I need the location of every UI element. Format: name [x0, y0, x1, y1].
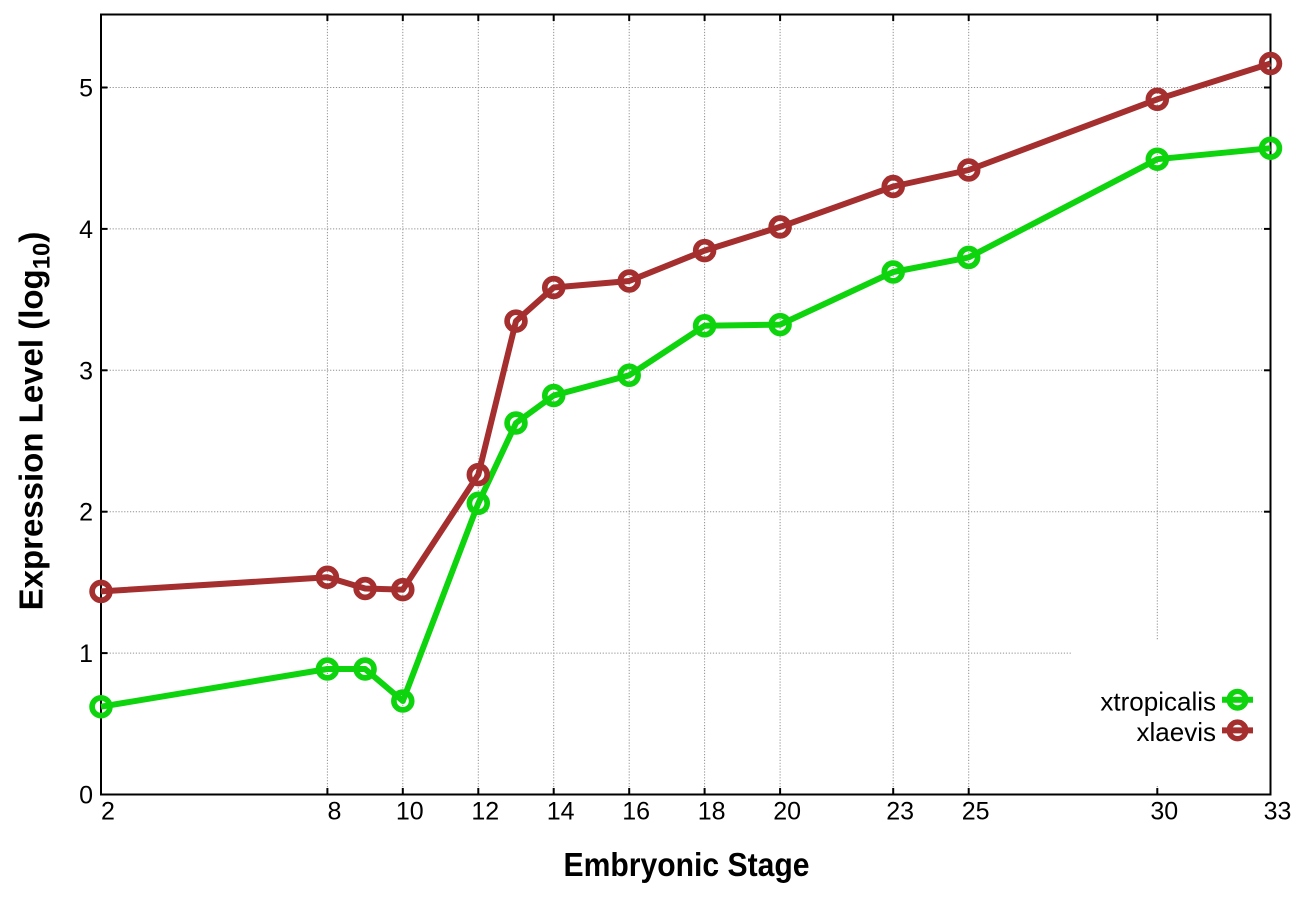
- svg-text:14: 14: [547, 798, 575, 826]
- svg-text:8: 8: [327, 798, 341, 826]
- svg-text:18: 18: [698, 798, 726, 826]
- svg-text:12: 12: [471, 798, 499, 826]
- svg-text:2: 2: [79, 499, 93, 527]
- svg-text:33: 33: [1264, 798, 1292, 826]
- svg-text:10: 10: [396, 798, 424, 826]
- svg-text:Expression Level (log10): Expression Level (log10): [13, 232, 56, 611]
- svg-text:5: 5: [79, 75, 93, 103]
- svg-text:xlaevis: xlaevis: [1137, 717, 1216, 747]
- svg-text:4: 4: [79, 216, 93, 244]
- svg-text:23: 23: [886, 798, 914, 826]
- svg-text:20: 20: [773, 798, 801, 826]
- svg-text:3: 3: [79, 357, 93, 385]
- svg-text:1: 1: [79, 640, 93, 668]
- svg-text:Embryonic Stage: Embryonic Stage: [564, 846, 810, 883]
- svg-text:16: 16: [622, 798, 650, 826]
- svg-text:0: 0: [79, 782, 93, 810]
- svg-text:25: 25: [962, 798, 990, 826]
- svg-text:30: 30: [1150, 798, 1178, 826]
- svg-text:xtropicalis: xtropicalis: [1100, 687, 1216, 717]
- svg-text:2: 2: [101, 798, 115, 826]
